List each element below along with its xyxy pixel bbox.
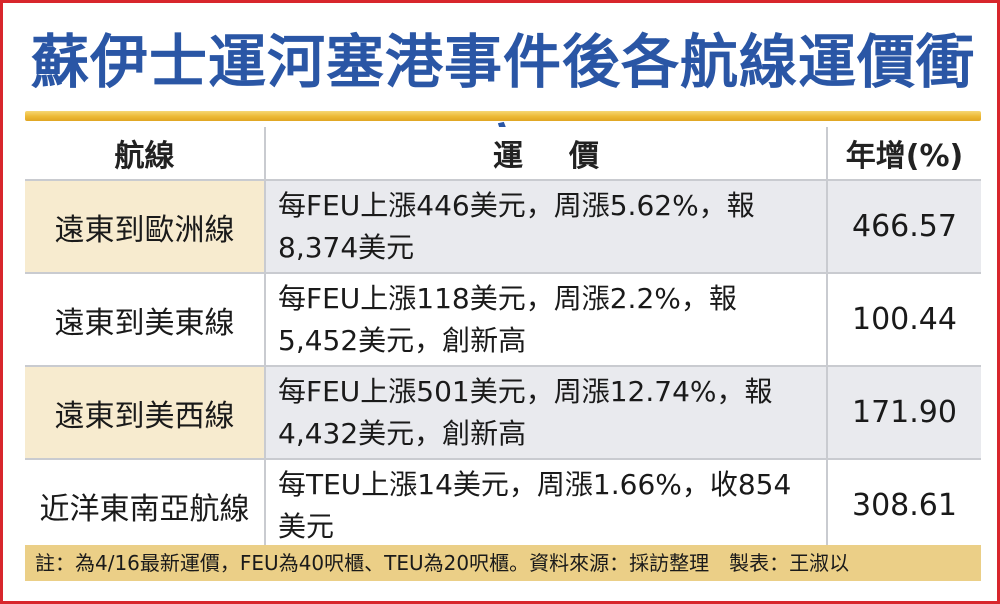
page-title: 蘇伊士運河塞港事件後各航線運價衝高 [30,28,975,186]
rate-cell: 每FEU上漲501美元，周漲12.74%，報4,432美元，創新高 [264,366,827,460]
rate-cell: 每FEU上漲118美元，周漲2.2%，報5,452美元，創新高 [264,273,827,367]
route-cell: 遠東到美西線 [25,366,265,460]
route-cell: 近洋東南亞航線 [25,459,265,551]
title-divider [25,111,981,121]
rate-cell: 每TEU上漲14美元，周漲1.66%，收854美元 [264,459,827,551]
freight-rate-table: 航線 運價 年增(%) 遠東到歐洲線 每FEU上漲446美元，周漲5.62%，報… [25,127,981,551]
table-row: 遠東到美西線 每FEU上漲501美元，周漲12.74%，報4,432美元，創新高… [25,366,981,460]
header-rate: 運價 [264,127,827,181]
growth-cell: 171.90 [826,366,981,460]
header-growth: 年增(%) [826,127,981,181]
growth-cell: 466.57 [826,180,981,274]
header-route: 航線 [25,127,265,181]
growth-cell: 100.44 [826,273,981,367]
route-cell: 遠東到歐洲線 [25,180,265,274]
footnote: 註：為4/16最新運價，FEU為40呎櫃、TEU為20呎櫃。資料來源：採訪整理 … [25,545,981,581]
table-row: 遠東到歐洲線 每FEU上漲446美元，周漲5.62%，報8,374美元 466.… [25,180,981,274]
rate-cell: 每FEU上漲446美元，周漲5.62%，報8,374美元 [264,180,827,274]
table-row: 近洋東南亞航線 每TEU上漲14美元，周漲1.66%，收854美元 308.61 [25,459,981,551]
route-cell: 遠東到美東線 [25,273,265,367]
table-row: 遠東到美東線 每FEU上漲118美元，周漲2.2%，報5,452美元，創新高 1… [25,273,981,367]
growth-cell: 308.61 [826,459,981,551]
table-header-row: 航線 運價 年增(%) [25,127,981,181]
